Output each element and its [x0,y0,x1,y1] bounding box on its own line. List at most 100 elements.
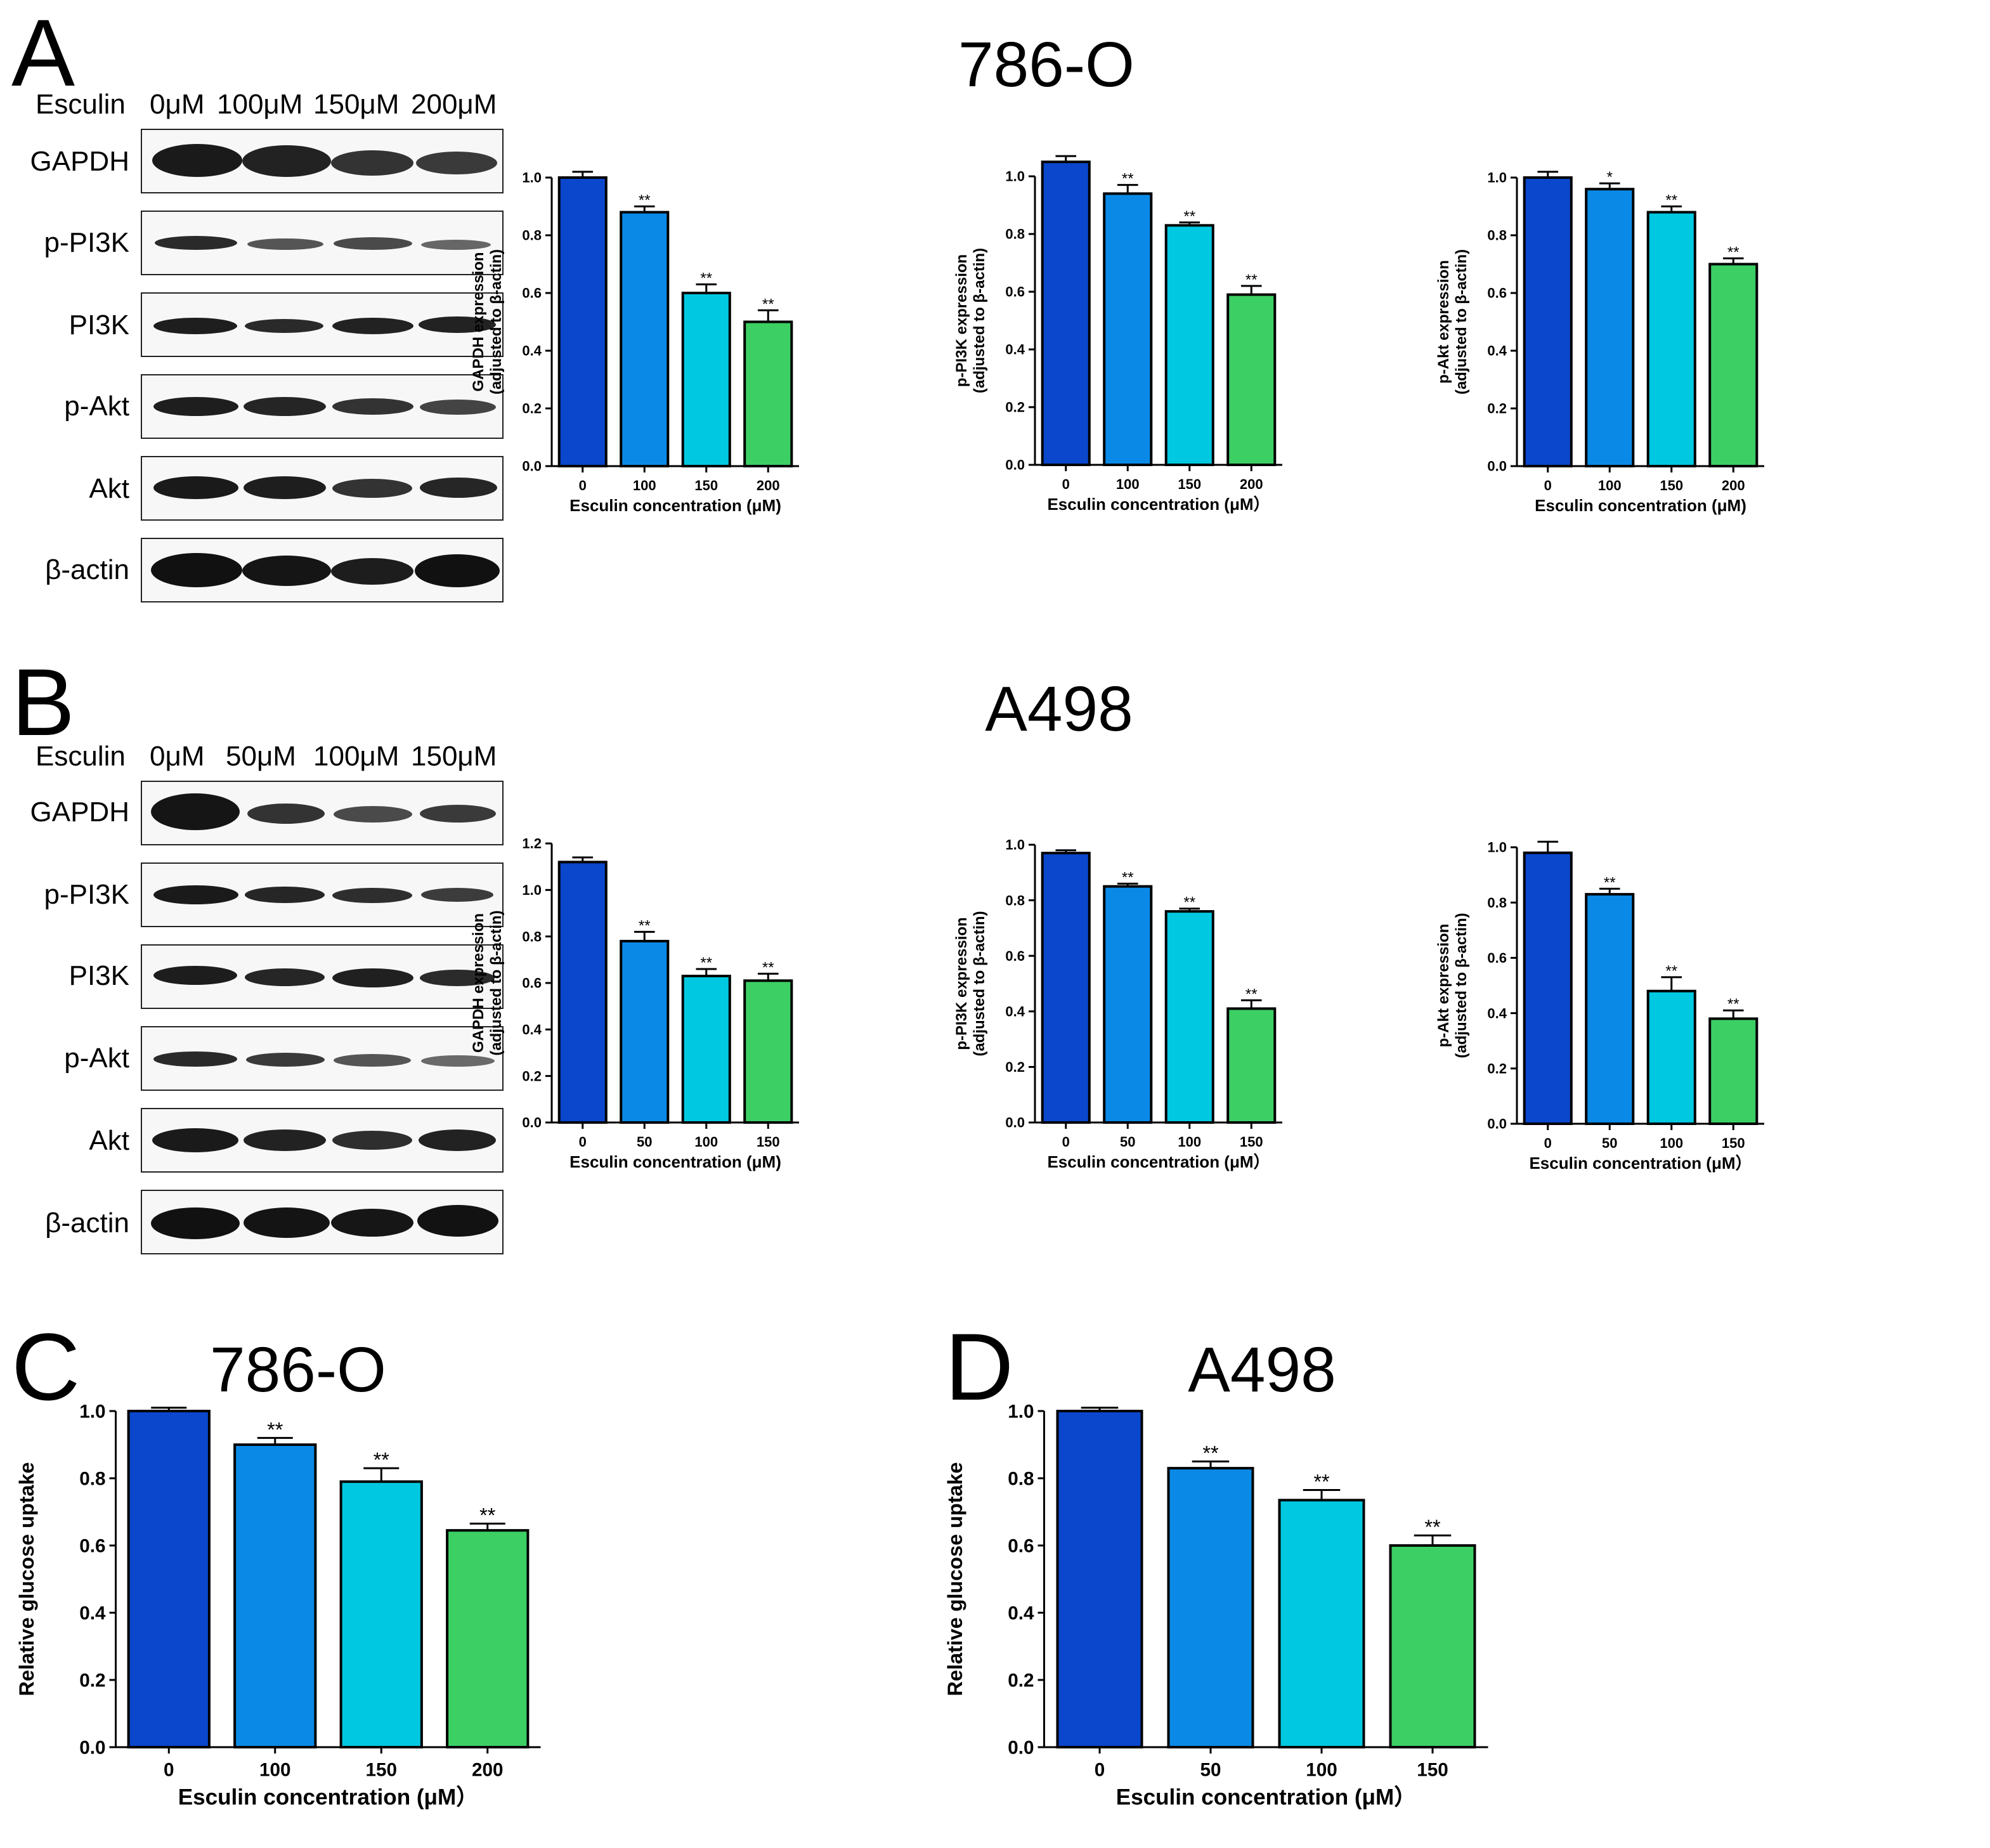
x-axis-label: Esculin concentration (μM） [1115,1785,1416,1809]
bar [1164,224,1214,466]
y-tick-label: 0.0 [522,1115,542,1131]
y-axis-label-line: p-Akt expression [1435,260,1452,384]
y-tick-label: 0.4 [1005,1004,1025,1020]
y-axis-label-line: GAPDH expression [470,252,487,391]
significance-marker: ** [762,959,774,976]
blot-row-label: p-Akt [64,391,129,422]
x-tick-label: 150 [1240,1134,1263,1150]
significance-marker: ** [1122,171,1134,188]
blot-band [242,556,331,586]
blot-band [420,970,495,986]
y-tick-label: 0.6 [79,1535,105,1556]
x-tick-label: 150 [1178,476,1201,492]
treatment-label: Esculin [36,741,126,772]
blot-row-label: p-PI3K [44,879,129,910]
y-tick-label: 0.6 [522,975,542,991]
y-tick-label: 0.0 [1487,459,1507,474]
significance-marker: ** [639,917,651,934]
y-axis-label-line: p-PI3K expression [953,917,970,1050]
blot-row-gapdh [141,781,504,845]
y-tick-label: 0.4 [522,1022,542,1038]
y-axis-label: Relative glucose uptake [15,1462,37,1696]
y-axis-label-line: (adjusted to β-actin) [1453,913,1470,1058]
x-tick-label: 100 [1178,1134,1201,1150]
blot-row-akt [141,1108,504,1173]
y-tick-label: 1.0 [1008,1401,1034,1422]
y-tick-label: 0.2 [522,401,542,417]
y-axis-label: Relative glucose uptake [943,1462,966,1696]
bar [557,861,608,1124]
y-tick-label: 0.6 [1487,285,1507,301]
x-tick-label: 0 [1094,1760,1105,1781]
y-axis-label: GAPDH expression(adjusted to β-actin) [470,910,505,1055]
concentration-label: 100μM [217,89,303,120]
blot-band [332,318,413,334]
panel-c-title: 786-O [210,1334,386,1405]
bar [339,1480,423,1749]
y-tick-label: 0.0 [79,1737,105,1758]
plot-area: 0.00.20.40.60.81.00**50**100**150Esculin… [943,1401,1488,1809]
y-axis-label-line: (adjusted to β-actin) [488,910,505,1055]
bar-chart-d-glucose: 0.0 0.2 0.4 0.6 0.8 1.0 0 ** 50 ** 100 ** 150Esculin… [943,1401,1488,1809]
y-tick-label: 1.0 [522,882,542,898]
y-tick-label: 0.6 [1487,950,1507,966]
blot-band [242,145,331,177]
y-axis-label-line: Relative glucose uptake [15,1462,37,1696]
x-tick-label: 50 [1120,1134,1135,1150]
x-tick-label: 150 [757,1134,780,1150]
panel-letter-c: C [11,1313,81,1420]
blot-band [332,888,412,903]
y-tick-label: 0.2 [1008,1670,1034,1691]
bar-chart-b-p-pi3k: 0.0 0.2 0.4 0.6 0.8 1.0 0 ** 50 ** 100 ** 150 Esculin… [953,837,1282,1171]
significance-marker: * [1607,169,1613,186]
significance-marker: ** [479,1504,496,1527]
blot-band [245,887,325,903]
blot-band [334,1054,411,1067]
significance-marker: ** [639,192,651,209]
x-tick-label: 100 [1116,476,1140,492]
bar [1164,910,1214,1124]
bar [1708,263,1759,467]
y-tick-label: 1.0 [1005,169,1025,185]
bar [743,979,793,1124]
y-axis-label-line: (adjusted to β-actin) [1453,249,1470,394]
blot-band [332,398,413,415]
significance-marker: ** [267,1418,283,1441]
plot-area: 0.00.20.40.60.81.00**50**100**150Esculin… [1435,840,1764,1173]
y-axis-label: p-Akt expression(adjusted to β-actin) [1435,913,1470,1058]
significance-marker: ** [1665,963,1677,980]
blot-band [247,238,323,250]
y-axis-label-line: p-PI3K expression [953,254,970,387]
significance-marker: ** [373,1448,389,1471]
blot-band [244,1129,326,1151]
bar [1103,192,1153,467]
x-tick-label: 100 [1660,1135,1683,1151]
x-axis-label: Esculin concentration (μM） [178,1785,478,1809]
significance-marker: ** [700,270,712,287]
x-tick-label: 50 [637,1134,652,1150]
bar [1103,885,1153,1124]
blot-row-label: p-Akt [64,1043,129,1074]
y-axis-label-line: (adjusted to β-actin) [488,249,505,394]
blot-band [151,1207,240,1239]
treatment-label: Esculin [36,89,126,120]
plot-area: 0.0 0.2 0.4 0.6 0.8 1.0 1.2 0 ** 50 ** 100 ** 150 Escu… [470,836,799,1171]
blot-band [419,316,496,333]
x-tick-label: 150 [1722,1135,1745,1151]
blot-row-label: β-actin [45,554,129,585]
blot-row-akt [141,456,504,521]
y-tick-label: 0.4 [79,1603,106,1624]
y-tick-label: 0.2 [79,1670,105,1691]
y-tick-label: 0.6 [1005,948,1025,964]
blot-band [420,478,497,498]
blot-row-label: Akt [89,1125,129,1156]
y-tick-label: 1.0 [1487,170,1507,186]
bar [445,1529,529,1748]
panel-letter-a: A [11,0,75,106]
y-tick-label: 0.0 [1005,457,1025,473]
significance-marker: ** [1424,1516,1441,1539]
blot-band [244,476,326,499]
concentration-label: 0μM [150,741,205,772]
bar [1646,211,1696,467]
bar [681,975,731,1124]
